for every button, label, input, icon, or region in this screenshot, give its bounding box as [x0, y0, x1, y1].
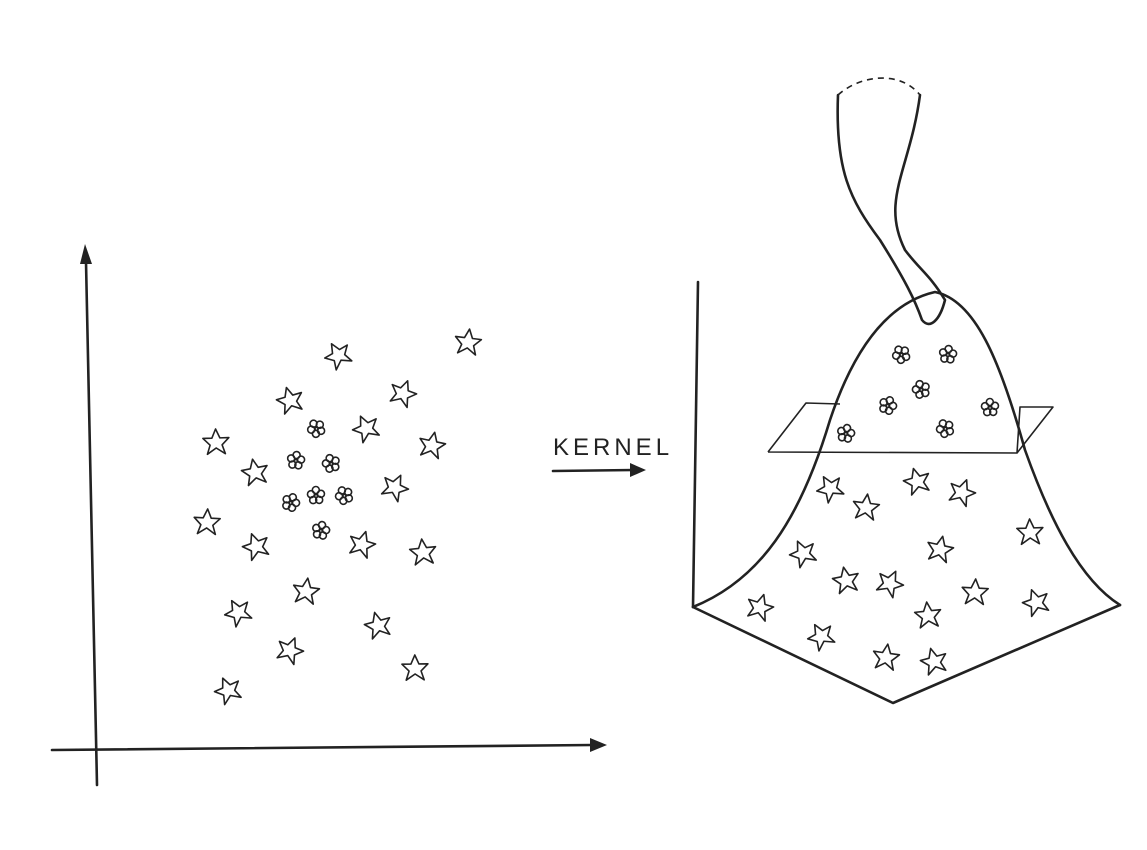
flower — [319, 451, 343, 475]
flower — [937, 343, 959, 365]
plane — [767, 402, 1054, 454]
feature-space — [691, 77, 1122, 705]
flower — [980, 397, 1000, 417]
y-arrowhead — [80, 244, 92, 264]
star — [870, 641, 902, 672]
flower — [909, 377, 933, 401]
star — [377, 468, 414, 505]
surface — [691, 290, 1122, 609]
flower — [279, 490, 303, 514]
star — [811, 469, 849, 506]
star — [400, 653, 430, 682]
star — [272, 632, 308, 667]
arrow-head — [630, 463, 646, 477]
star — [960, 577, 990, 606]
star — [900, 464, 934, 497]
star — [345, 526, 380, 561]
flower — [835, 422, 857, 444]
flower — [331, 482, 357, 508]
star — [201, 427, 231, 456]
flower — [306, 485, 326, 505]
flower — [876, 393, 900, 417]
star — [452, 326, 484, 357]
star — [347, 409, 384, 446]
star — [944, 474, 980, 509]
flower — [303, 415, 329, 441]
x-arrowhead — [590, 738, 607, 752]
z-axis — [691, 280, 700, 609]
star — [1018, 584, 1054, 619]
star — [219, 593, 256, 630]
star — [407, 536, 438, 567]
left-points — [192, 326, 484, 708]
star — [319, 336, 357, 373]
star — [1015, 517, 1045, 546]
star — [210, 672, 246, 708]
arrow-shaft — [551, 468, 636, 473]
star — [192, 507, 222, 536]
star — [273, 383, 307, 416]
star — [238, 528, 274, 563]
star — [917, 644, 951, 677]
kernel-label: KERNEL — [553, 434, 673, 461]
flower — [285, 449, 307, 471]
star — [238, 455, 271, 488]
flower — [888, 341, 914, 367]
star — [912, 599, 943, 630]
base — [691, 603, 1122, 705]
hand — [836, 93, 947, 326]
star — [415, 428, 449, 461]
flower — [932, 415, 958, 441]
star — [829, 563, 862, 596]
x-axis — [50, 743, 594, 752]
star — [872, 564, 909, 601]
star — [290, 575, 322, 606]
star — [385, 375, 421, 410]
flower — [310, 519, 332, 541]
star — [850, 491, 882, 522]
star — [802, 617, 839, 654]
hand-top — [837, 77, 921, 96]
star — [923, 532, 957, 565]
star — [784, 534, 821, 571]
star — [743, 589, 778, 624]
kernel-arrow: KERNEL — [551, 434, 673, 477]
y-axis — [84, 260, 99, 787]
left-axes — [50, 244, 607, 787]
star — [361, 608, 395, 641]
